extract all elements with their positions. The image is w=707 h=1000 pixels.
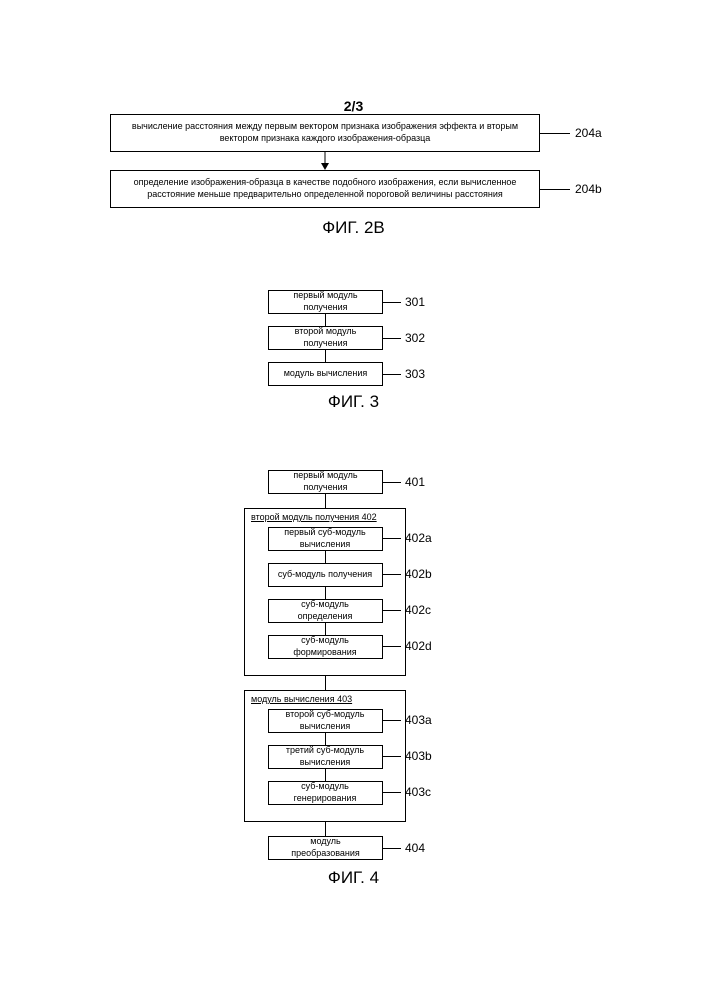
leader-301: [383, 302, 401, 303]
conn-402-403: [325, 676, 326, 690]
box-204b-text: определение изображения-образца в качест…: [117, 177, 533, 200]
box-403c: суб-модуль генерирования: [268, 781, 383, 805]
leader-401: [383, 482, 401, 483]
label-403a: 403a: [405, 713, 432, 727]
box-403a-text: второй суб-модуль вычисления: [275, 709, 376, 732]
label-401: 401: [405, 475, 425, 489]
leader-204b: [540, 189, 570, 190]
conn-402b-402c: [325, 587, 326, 599]
label-302: 302: [405, 331, 425, 345]
box-402d-text: суб-модуль формирования: [275, 635, 376, 658]
group-402-title: второй модуль получения 402: [245, 509, 405, 525]
fig2b-caption: ФИГ. 2B: [0, 218, 707, 238]
box-303-text: модуль вычисления: [284, 368, 368, 380]
arrow-204a-204b: [319, 152, 331, 170]
label-402c: 402c: [405, 603, 431, 617]
box-402d: суб-модуль формирования: [268, 635, 383, 659]
box-302: второй модуль получения: [268, 326, 383, 350]
label-204b: 204b: [575, 182, 602, 196]
box-402a-text: первый суб-модуль вычисления: [275, 527, 376, 550]
conn-301-302: [325, 314, 326, 326]
conn-302-303: [325, 350, 326, 362]
leader-302: [383, 338, 401, 339]
conn-402a-402b: [325, 551, 326, 563]
leader-404: [383, 848, 401, 849]
page-number: 2/3: [0, 0, 707, 114]
box-403b: третий суб-модуль вычисления: [268, 745, 383, 769]
label-303: 303: [405, 367, 425, 381]
box-402c-text: суб-модуль определения: [275, 599, 376, 622]
box-402b-text: суб-модуль получения: [278, 569, 372, 581]
group-403-title: модуль вычисления 403: [245, 691, 405, 707]
box-301-text: первый модуль получения: [275, 290, 376, 313]
conn-402c-402d: [325, 623, 326, 635]
box-204a-text: вычисление расстояния между первым векто…: [117, 121, 533, 144]
box-404-text: модуль преобразования: [275, 836, 376, 859]
group-402: второй модуль получения 402 первый суб-м…: [244, 508, 406, 676]
leader-403a: [383, 720, 401, 721]
leader-403c: [383, 792, 401, 793]
leader-303: [383, 374, 401, 375]
label-402d: 402d: [405, 639, 432, 653]
box-204b: определение изображения-образца в качест…: [110, 170, 540, 208]
box-403c-text: суб-модуль генерирования: [275, 781, 376, 804]
box-204a: вычисление расстояния между первым векто…: [110, 114, 540, 152]
label-402a: 402a: [405, 531, 432, 545]
leader-403b: [383, 756, 401, 757]
leader-204a: [540, 133, 570, 134]
fig3-caption: ФИГ. 3: [0, 392, 707, 412]
label-404: 404: [405, 841, 425, 855]
label-403c: 403c: [405, 785, 431, 799]
fig4-caption: ФИГ. 4: [0, 868, 707, 888]
box-403b-text: третий суб-модуль вычисления: [275, 745, 376, 768]
box-401: первый модуль получения: [268, 470, 383, 494]
conn-403a-403b: [325, 733, 326, 745]
leader-402b: [383, 574, 401, 575]
label-402b: 402b: [405, 567, 432, 581]
box-402c: суб-модуль определения: [268, 599, 383, 623]
label-403b: 403b: [405, 749, 432, 763]
conn-403-404: [325, 822, 326, 836]
box-402b: суб-модуль получения: [268, 563, 383, 587]
conn-403b-403c: [325, 769, 326, 781]
box-301: первый модуль получения: [268, 290, 383, 314]
leader-402d: [383, 646, 401, 647]
box-404: модуль преобразования: [268, 836, 383, 860]
leader-402a: [383, 538, 401, 539]
label-301: 301: [405, 295, 425, 309]
leader-402c: [383, 610, 401, 611]
box-401-text: первый модуль получения: [275, 470, 376, 493]
conn-401-402: [325, 494, 326, 508]
box-303: модуль вычисления: [268, 362, 383, 386]
box-302-text: второй модуль получения: [275, 326, 376, 349]
box-403a: второй суб-модуль вычисления: [268, 709, 383, 733]
label-204a: 204a: [575, 126, 602, 140]
box-402a: первый суб-модуль вычисления: [268, 527, 383, 551]
group-403: модуль вычисления 403 второй суб-модуль …: [244, 690, 406, 822]
